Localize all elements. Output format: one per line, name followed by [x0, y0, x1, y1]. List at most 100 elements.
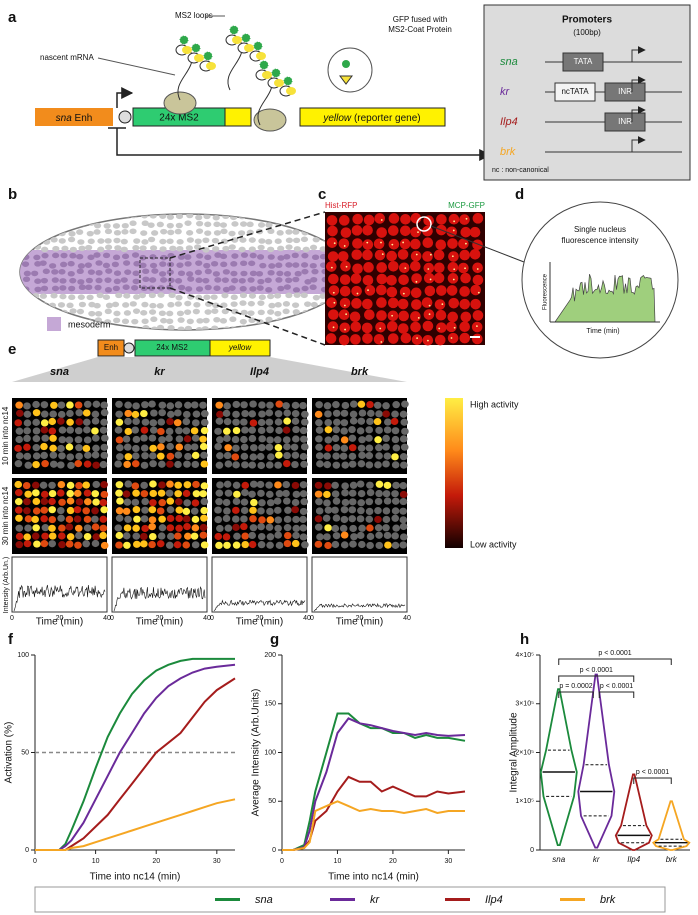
nucleus [392, 444, 401, 452]
nucleus [323, 533, 331, 541]
nucleus [65, 436, 74, 444]
nucleus [124, 427, 133, 436]
nucleus [192, 490, 201, 498]
nucleus [51, 269, 59, 275]
nucleus [291, 302, 300, 308]
nucleus [195, 277, 203, 284]
nucleus [57, 417, 65, 425]
nucleus [399, 435, 408, 443]
nucleus [350, 533, 358, 541]
nucleus [349, 410, 358, 418]
nucleus [374, 497, 383, 506]
label: MS2 loops [175, 11, 213, 20]
nucleus [59, 285, 67, 291]
nucleus [174, 490, 182, 498]
nucleus [311, 268, 319, 275]
rfp-nucleus [339, 285, 351, 297]
rfp-nucleus [350, 334, 361, 345]
nucleus [240, 506, 249, 515]
nucleus [300, 236, 309, 243]
nucleus [294, 270, 302, 277]
nucleus [165, 434, 173, 442]
nucleus [258, 325, 266, 330]
nucleus [166, 402, 175, 410]
nucleus [310, 228, 319, 235]
nucleus [40, 419, 49, 427]
nucleus [141, 506, 149, 514]
rfp-nucleus [375, 321, 386, 333]
nucleus [66, 401, 74, 409]
nucleus [258, 499, 266, 507]
nucleus [65, 515, 74, 523]
nucleus [213, 230, 222, 236]
nucleus [40, 506, 49, 514]
nucleus [57, 480, 66, 489]
nucleus [149, 302, 157, 309]
rfp-nucleus [362, 224, 373, 236]
nucleus [77, 263, 86, 269]
nucleus [175, 222, 183, 229]
nucleus [92, 533, 101, 541]
nucleus [160, 254, 168, 261]
nucleus [257, 507, 265, 515]
nucleus [115, 489, 123, 497]
nucleus [299, 490, 308, 498]
nucleus [349, 417, 358, 425]
nucleus [314, 490, 323, 498]
nucleus [75, 482, 83, 490]
nucleus [292, 324, 300, 330]
nucleus [148, 516, 157, 524]
nucleus [182, 515, 191, 523]
nucleus [113, 229, 122, 236]
nucleus [274, 302, 282, 308]
reporter-suffix: (reporter gene) [354, 113, 421, 124]
nucleus [248, 246, 256, 252]
nucleus [113, 270, 122, 276]
nucleus [156, 303, 164, 309]
nucleus [241, 409, 249, 418]
nucleus [340, 506, 349, 514]
nucleus [58, 436, 67, 444]
nucleus [133, 540, 141, 548]
nucleus [58, 452, 66, 460]
series-line [35, 663, 236, 851]
nucleus [120, 246, 128, 253]
nucleus [50, 229, 58, 235]
nucleus [58, 524, 66, 532]
nucleus [277, 255, 285, 261]
nucleus [222, 214, 230, 220]
nucleus [166, 506, 175, 514]
nucleus [132, 444, 140, 453]
gfp-spot [343, 245, 346, 247]
nucleus [57, 302, 66, 308]
nucleus [291, 318, 300, 325]
nucleus [167, 301, 175, 308]
nucleus [257, 426, 266, 435]
nucleus [23, 402, 31, 410]
nucleus [193, 302, 201, 308]
gfp-spot [356, 292, 359, 295]
nucleus [367, 409, 375, 417]
nucleus [66, 426, 74, 434]
rfp-nucleus [399, 286, 411, 298]
nucleus [285, 244, 293, 250]
nucleus [94, 284, 102, 291]
nucleus [100, 506, 108, 514]
nucleus [156, 540, 165, 548]
gfp-legend-protein [339, 75, 353, 85]
nucleus [200, 514, 208, 522]
rfp-nucleus [362, 274, 374, 286]
nucleus [248, 540, 257, 549]
rfp-nucleus [327, 251, 339, 262]
nucleus [357, 444, 366, 452]
nucleus [292, 435, 300, 443]
nucleus [215, 489, 224, 497]
label: 20 [256, 615, 264, 622]
nucleus [231, 253, 239, 259]
nucleus [348, 452, 357, 460]
gfp-spot [345, 265, 348, 268]
nucleus [399, 453, 408, 461]
rfp-nucleus [433, 272, 445, 284]
nucleus [293, 221, 302, 228]
